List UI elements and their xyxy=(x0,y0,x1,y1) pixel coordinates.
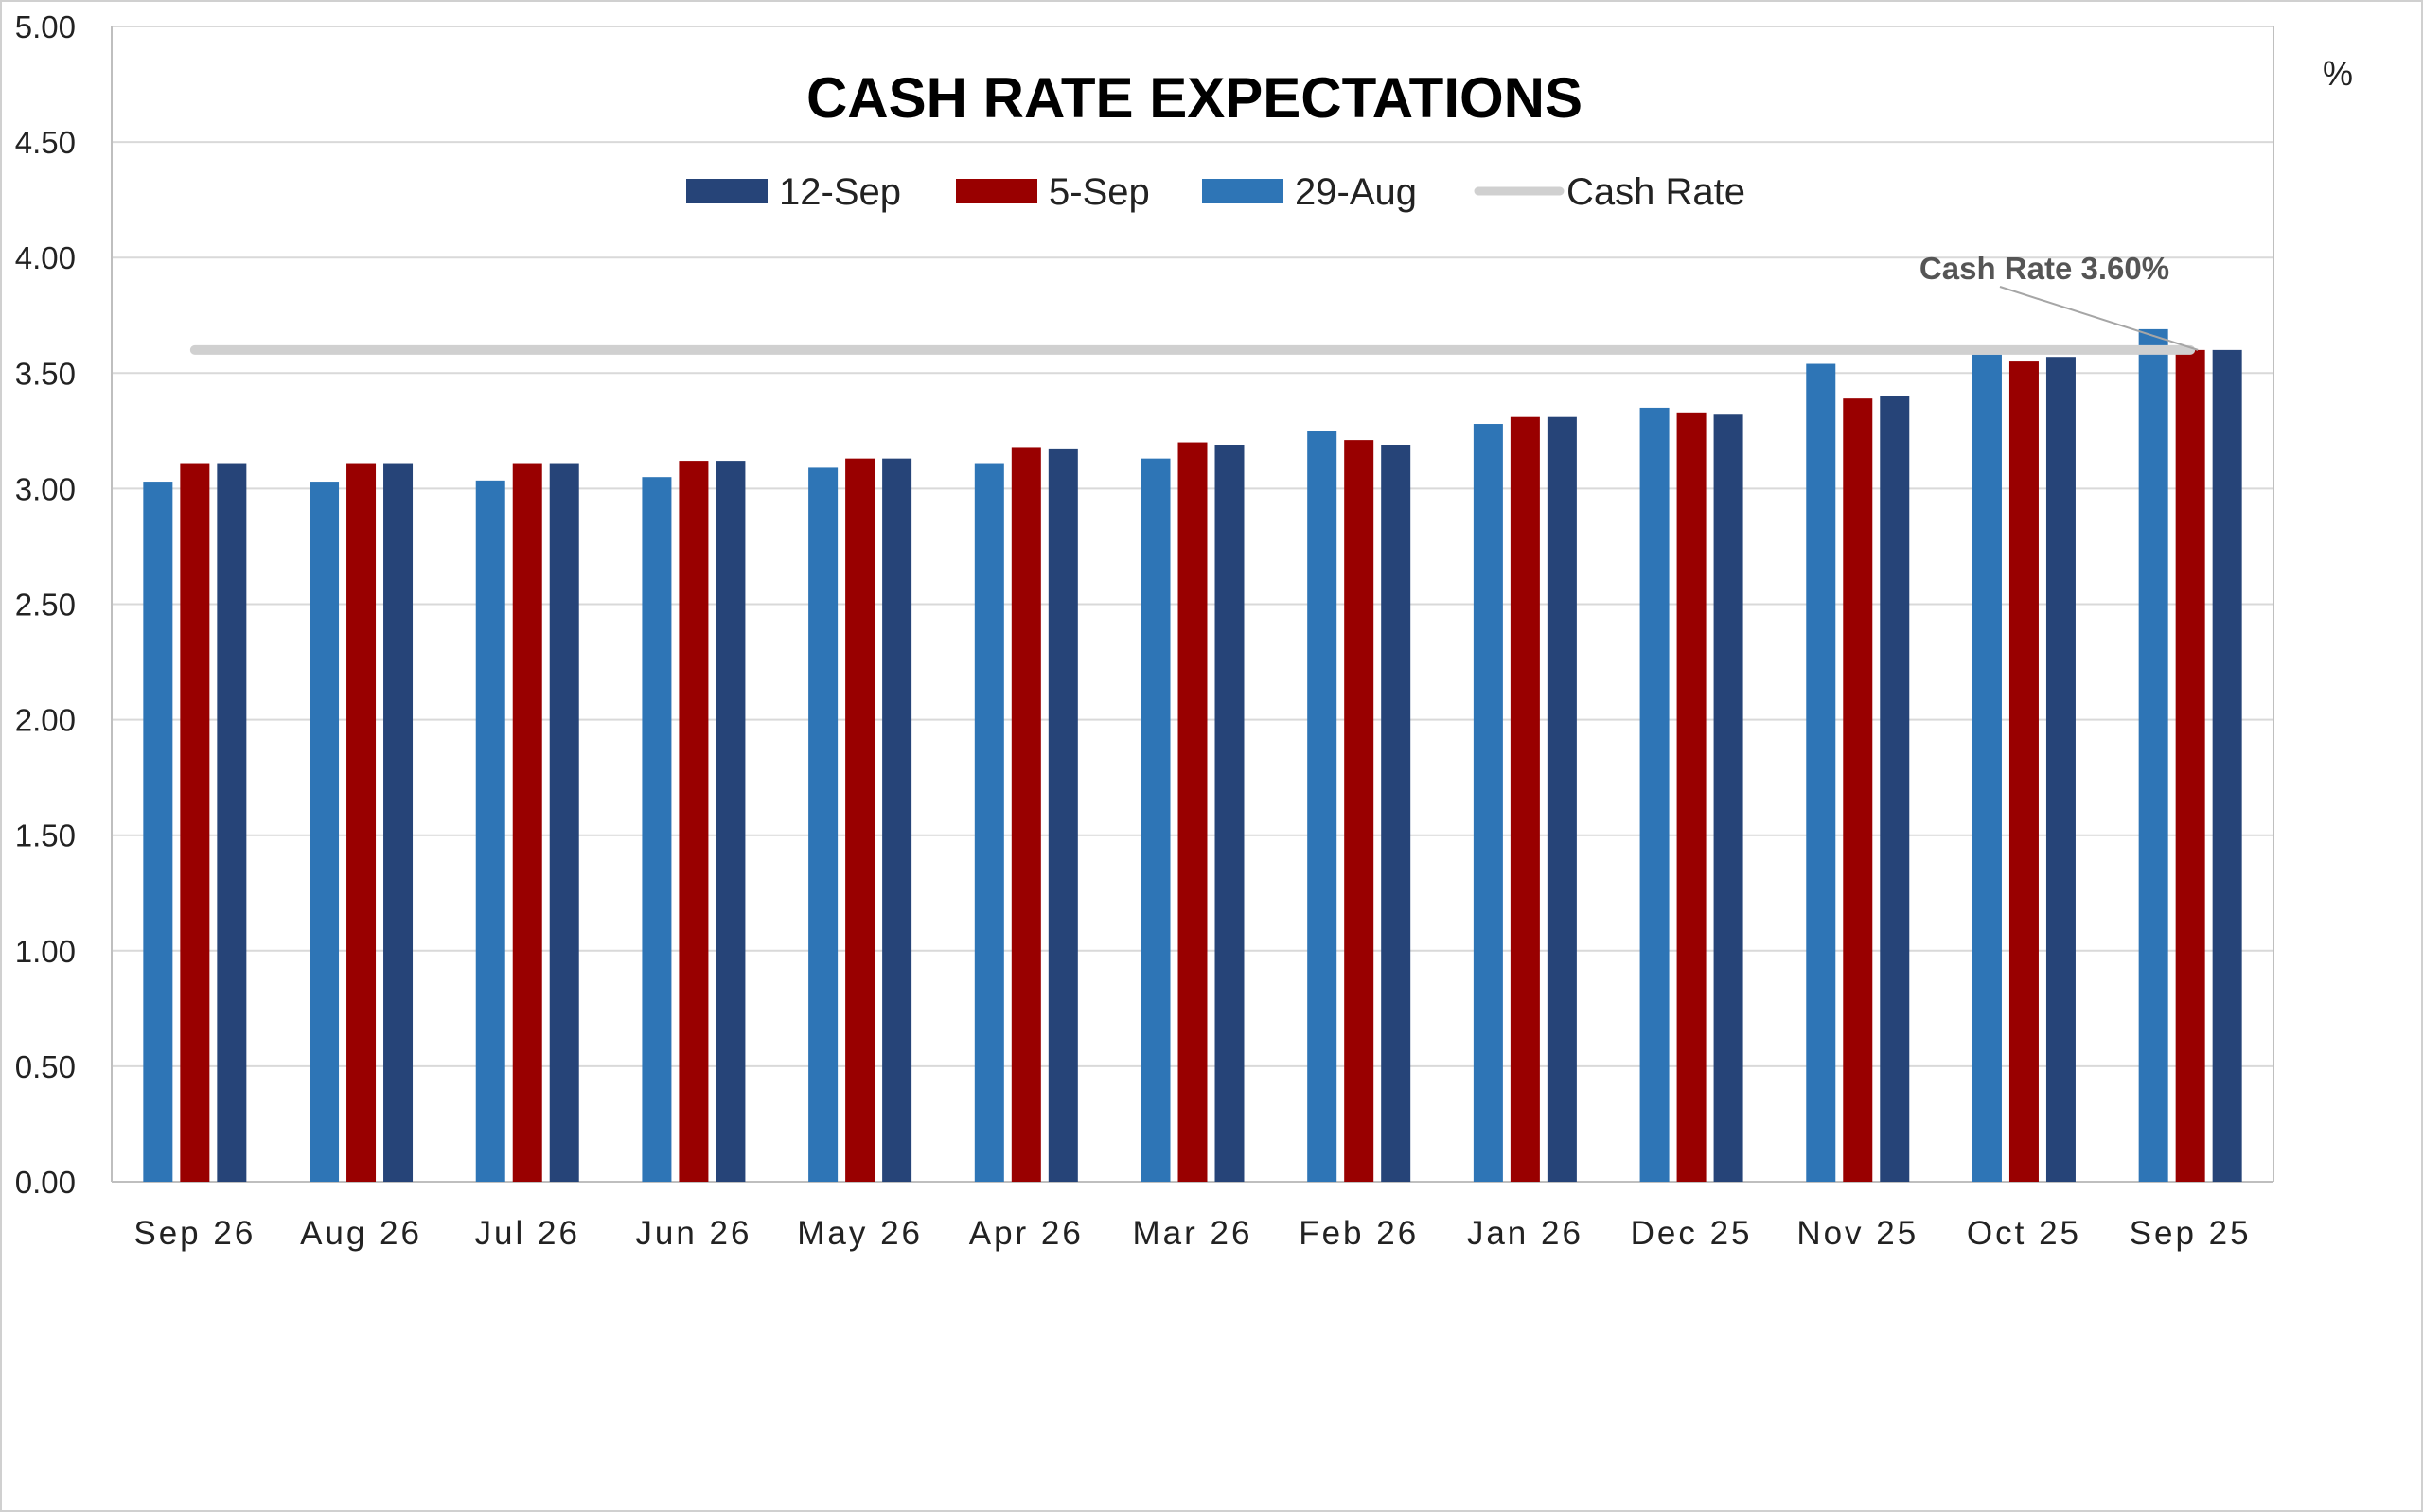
bar-29-aug-feb-26 xyxy=(1307,431,1337,1183)
bar-29-aug-dec-25 xyxy=(1639,407,1670,1182)
legend-label: 12-Sep xyxy=(779,171,901,213)
x-tick-label: Oct 25 xyxy=(1967,1215,2081,1252)
x-tick-label: Mar 26 xyxy=(1133,1215,1253,1252)
bar-12-sep-jun-26 xyxy=(716,461,746,1182)
x-tick-label: Aug 26 xyxy=(300,1215,422,1252)
x-tick-label: Jul 26 xyxy=(475,1215,580,1252)
bars xyxy=(143,328,2242,1183)
bar-29-aug-aug-26 xyxy=(310,482,340,1183)
y-tick-label: 1.00 xyxy=(15,934,76,969)
y-tick-label: 0.00 xyxy=(15,1165,76,1200)
unit-label: % xyxy=(2323,54,2353,93)
bar-12-sep-sep-25 xyxy=(2212,349,2242,1182)
chart-title: CASH RATE EXPECTATIONS xyxy=(806,66,1583,130)
bar-29-aug-may-26 xyxy=(808,467,839,1182)
bar-5-sep-aug-26 xyxy=(346,463,377,1183)
bar-29-aug-nov-25 xyxy=(1806,363,1836,1183)
x-tick-label: Nov 25 xyxy=(1796,1215,1919,1252)
x-tick-label: Feb 26 xyxy=(1299,1215,1419,1252)
annotation-text: Cash Rate 3.60% xyxy=(1919,251,2169,286)
bar-5-sep-nov-25 xyxy=(1843,398,1873,1182)
bar-5-sep-feb-26 xyxy=(1344,440,1374,1182)
bar-29-aug-oct-25 xyxy=(1972,354,2002,1182)
legend-swatch-5-sep xyxy=(956,179,1037,203)
x-tick-label: May 26 xyxy=(797,1215,923,1252)
x-tick-label: Apr 26 xyxy=(969,1215,1084,1252)
bar-5-sep-jun-26 xyxy=(679,461,709,1182)
bar-12-sep-aug-26 xyxy=(383,463,414,1183)
bar-5-sep-apr-26 xyxy=(1011,447,1041,1183)
bar-29-aug-jul-26 xyxy=(475,480,505,1182)
y-tick-label: 1.50 xyxy=(15,818,76,853)
bar-5-sep-jan-26 xyxy=(1510,416,1540,1182)
y-tick-label: 3.50 xyxy=(15,356,76,391)
bar-5-sep-mar-26 xyxy=(1177,442,1208,1182)
x-tick-label: Sep 26 xyxy=(133,1215,256,1252)
bar-12-sep-dec-25 xyxy=(1713,414,1743,1183)
legend: 12-Sep 5-Sep 29-Aug Cash Rate xyxy=(686,171,1745,213)
x-tick-label: Sep 25 xyxy=(2130,1215,2252,1252)
bar-12-sep-may-26 xyxy=(882,458,912,1182)
y-tick-label: 2.50 xyxy=(15,588,76,623)
bar-5-sep-may-26 xyxy=(845,458,875,1182)
y-tick-label: 4.00 xyxy=(15,240,76,275)
annotation-leader-line xyxy=(1999,286,2199,351)
bar-12-sep-apr-26 xyxy=(1048,448,1078,1182)
bar-12-sep-oct-25 xyxy=(2045,357,2076,1182)
bar-29-aug-mar-26 xyxy=(1141,458,1171,1182)
bar-5-sep-oct-25 xyxy=(2008,361,2039,1183)
y-tick-label: 2.00 xyxy=(15,703,76,738)
y-tick-label: 4.50 xyxy=(15,125,76,160)
x-tick-label: Dec 25 xyxy=(1631,1215,1753,1252)
legend-label: 5-Sep xyxy=(1049,171,1150,213)
bar-29-aug-jun-26 xyxy=(642,477,672,1182)
bar-12-sep-mar-26 xyxy=(1214,445,1245,1182)
bar-5-sep-sep-25 xyxy=(2175,349,2205,1182)
bar-29-aug-sep-26 xyxy=(143,482,173,1183)
bar-5-sep-jul-26 xyxy=(512,463,542,1183)
bar-12-sep-nov-25 xyxy=(1880,396,1910,1183)
y-tick-label: 5.00 xyxy=(15,9,76,44)
bar-12-sep-sep-26 xyxy=(217,463,247,1183)
bar-29-aug-jan-26 xyxy=(1473,424,1503,1182)
y-tick-label: 0.50 xyxy=(15,1049,76,1084)
bar-12-sep-feb-26 xyxy=(1381,445,1411,1182)
bar-12-sep-jan-26 xyxy=(1547,416,1577,1182)
legend-label: Cash Rate xyxy=(1566,171,1745,213)
bar-29-aug-apr-26 xyxy=(974,463,1004,1183)
x-tick-label: Jun 26 xyxy=(635,1215,752,1252)
y-axis-tick-labels: 0.00 0.50 1.00 1.50 2.00 2.50 3.00 3.50 4.00 4.50… xyxy=(15,9,76,1200)
bar-29-aug-sep-25 xyxy=(2138,328,2168,1183)
legend-label: 29-Aug xyxy=(1295,171,1417,213)
legend-swatch-12-sep xyxy=(686,179,768,203)
y-tick-label: 3.00 xyxy=(15,471,76,506)
x-tick-label: Jan 26 xyxy=(1467,1215,1583,1252)
bar-12-sep-jul-26 xyxy=(549,463,579,1183)
bar-5-sep-sep-26 xyxy=(180,463,210,1183)
annotation: Cash Rate 3.60% xyxy=(1919,251,2199,351)
x-axis-tick-labels: Sep 26 Aug 26 Jul 26 Jun 26 May 26 Apr 26 Mar … xyxy=(133,1215,2252,1252)
bar-5-sep-dec-25 xyxy=(1676,412,1707,1183)
legend-swatch-29-aug xyxy=(1202,179,1283,203)
